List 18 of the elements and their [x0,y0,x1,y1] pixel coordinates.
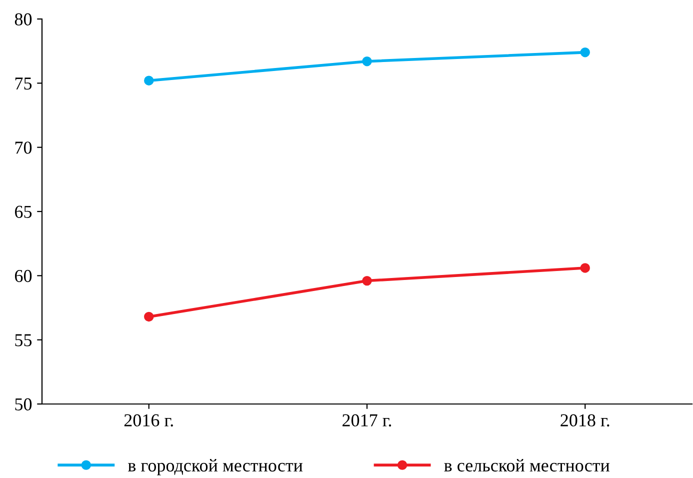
point [580,48,590,58]
y-tick-label: 55 [15,334,32,346]
legend-label: в городской местности [128,459,303,476]
y-tick-label: 80 [14,13,32,26]
point [362,56,372,66]
y-tick-label: 65 [15,206,32,218]
x-tick-label: 2016 г. [124,414,173,427]
y-tick-label: 75 [15,78,32,90]
y-tick-label: 50 [15,398,32,410]
point [580,263,590,273]
legend-label: в сельской местности [444,459,610,472]
point [144,76,154,86]
y-tick-label: 60 [15,270,32,282]
y-tick-label: 70 [15,142,32,154]
point [144,312,154,322]
x-tick-label: 2017 г. [342,414,392,427]
point [362,276,372,286]
x-tick-label: 2018 г. [560,414,610,427]
